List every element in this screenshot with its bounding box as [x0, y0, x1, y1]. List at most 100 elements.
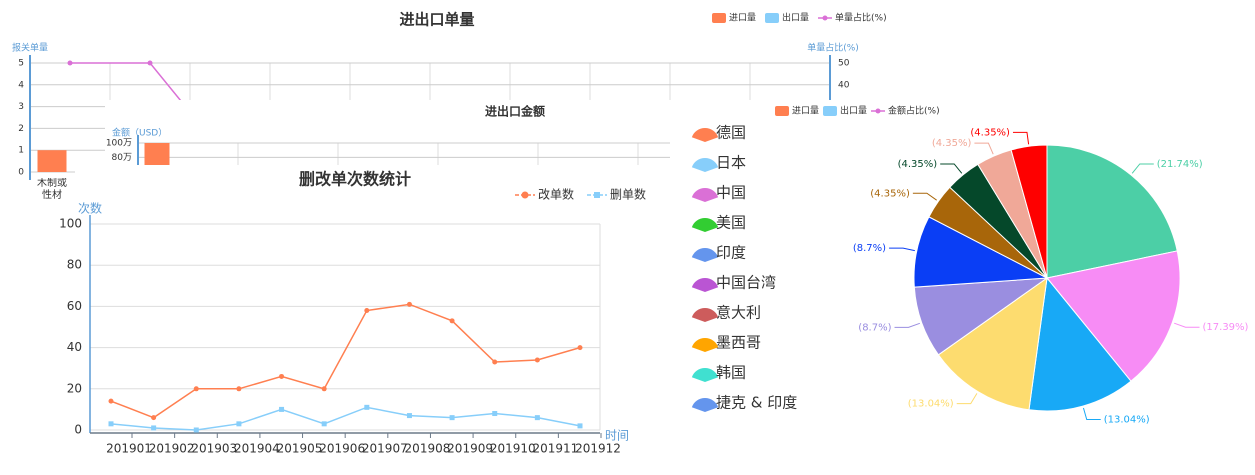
- legend-swatch: [775, 106, 789, 116]
- legend-icon: [691, 188, 719, 202]
- pie-leader: [1082, 407, 1101, 421]
- legend-label: 韩国: [716, 364, 746, 382]
- line-point: [236, 421, 242, 427]
- line-point: [193, 386, 199, 392]
- x-tick-label: 201902: [149, 442, 195, 456]
- x-tick-label: 201907: [362, 442, 408, 456]
- pie-label: (8.7%): [853, 243, 886, 254]
- y2-tick-label: 50: [838, 59, 850, 69]
- line-point: [534, 357, 540, 363]
- pie-leader: [889, 247, 915, 252]
- y-tick-label: 3: [18, 102, 24, 112]
- line-point: [151, 415, 157, 421]
- pie-slice: [937, 276, 1048, 411]
- legend-label: 中国: [716, 184, 746, 202]
- line-point: [364, 404, 370, 410]
- line-point: [364, 308, 370, 314]
- y-tick-label: 80: [67, 258, 82, 272]
- chart-title: 进出口单量: [399, 11, 474, 29]
- y-tick-label: 0: [74, 423, 82, 437]
- line-point: [279, 406, 285, 412]
- pie-leader: [940, 163, 963, 174]
- legend-icon: [691, 128, 719, 142]
- x-tick-label: 201903: [191, 442, 237, 456]
- legend-label: 单量占比(%): [835, 12, 887, 24]
- line-point: [492, 411, 498, 417]
- legend-label: 德国: [716, 124, 746, 142]
- line-point: [67, 60, 73, 66]
- pie-slice: [1046, 144, 1178, 279]
- y-tick-label: 2: [18, 124, 24, 134]
- x-tick-label: 201910: [490, 442, 536, 456]
- legend-label: 美国: [716, 214, 746, 232]
- line-point: [577, 345, 583, 351]
- legend-icon: [691, 218, 719, 232]
- x-tick-label: 201911: [532, 442, 578, 456]
- legend-icon: [691, 158, 719, 172]
- y-tick-label: 4: [18, 80, 24, 90]
- panel-bg: [75, 165, 685, 465]
- legend-label: 日本: [716, 154, 746, 172]
- y-tick-label: 100万: [106, 139, 132, 149]
- line-point: [577, 423, 583, 429]
- pie-label: (13.04%): [1104, 415, 1150, 426]
- pie-label: (4.35%): [870, 188, 910, 199]
- x-tick-label: 木制或性材: [37, 178, 67, 201]
- pie-leader: [1174, 322, 1200, 328]
- line-point: [108, 421, 114, 427]
- line-point: [147, 60, 153, 66]
- y-tick-label: 100: [59, 217, 82, 231]
- legend-label: 中国台湾: [716, 274, 776, 292]
- legend-label: 意大利: [716, 304, 761, 322]
- legend-label: 墨西哥: [716, 334, 761, 352]
- pie-label: (8.7%): [858, 322, 891, 333]
- legend-label: 捷克 & 印度: [716, 394, 797, 412]
- legend-icon: [691, 368, 719, 382]
- y-tick-label: 20: [67, 381, 82, 395]
- pie-leader: [974, 142, 994, 155]
- pie-leader: [912, 192, 937, 201]
- legend-icon: [691, 398, 719, 412]
- line-point: [151, 425, 157, 431]
- legend-icon: [691, 338, 719, 352]
- legend-icon: [691, 308, 719, 322]
- line-point: [449, 415, 455, 421]
- legend-dot: [875, 108, 881, 114]
- legend-swatch: [712, 13, 726, 23]
- legend-swatch: [823, 106, 837, 116]
- line-series: [110, 303, 581, 419]
- pie-label: (17.39%): [1203, 322, 1249, 333]
- x-tick-label: 201904: [234, 442, 280, 456]
- pie-leader: [1012, 131, 1030, 145]
- line-point: [279, 373, 285, 379]
- legend-label: 印度: [716, 244, 746, 262]
- line-point: [449, 318, 455, 324]
- line-point: [321, 421, 327, 427]
- legend-icon: [691, 278, 719, 292]
- pie-label: (13.04%): [908, 399, 954, 410]
- line-point: [236, 386, 242, 392]
- bar: [37, 150, 67, 172]
- legend-label: 删单数: [610, 187, 646, 202]
- y-tick-label: 60: [67, 299, 82, 313]
- y-tick-label: 80万: [112, 153, 132, 163]
- pie-slice: [1010, 144, 1048, 279]
- legend-swatch: [765, 13, 779, 23]
- x-axis-label: 时间: [605, 429, 629, 443]
- legend-label: 改单数: [538, 187, 574, 202]
- y-tick-label: 40: [67, 340, 82, 354]
- line-point: [534, 415, 540, 421]
- y-axis-label: 报关单量: [12, 42, 48, 54]
- chart-title: 删改单次数统计: [299, 170, 411, 189]
- legend-marker: [594, 192, 600, 198]
- legend-label: 进口量: [729, 13, 756, 24]
- x-tick-label: 201908: [405, 442, 451, 456]
- pie-label: (4.35%): [898, 159, 938, 170]
- legend-label: 出口量: [782, 12, 809, 24]
- x-tick-label: 201912: [575, 442, 621, 456]
- line-point: [108, 398, 114, 404]
- line-point: [406, 413, 412, 419]
- y-tick-label: 5: [18, 59, 24, 69]
- legend-label: 进口量: [792, 106, 819, 117]
